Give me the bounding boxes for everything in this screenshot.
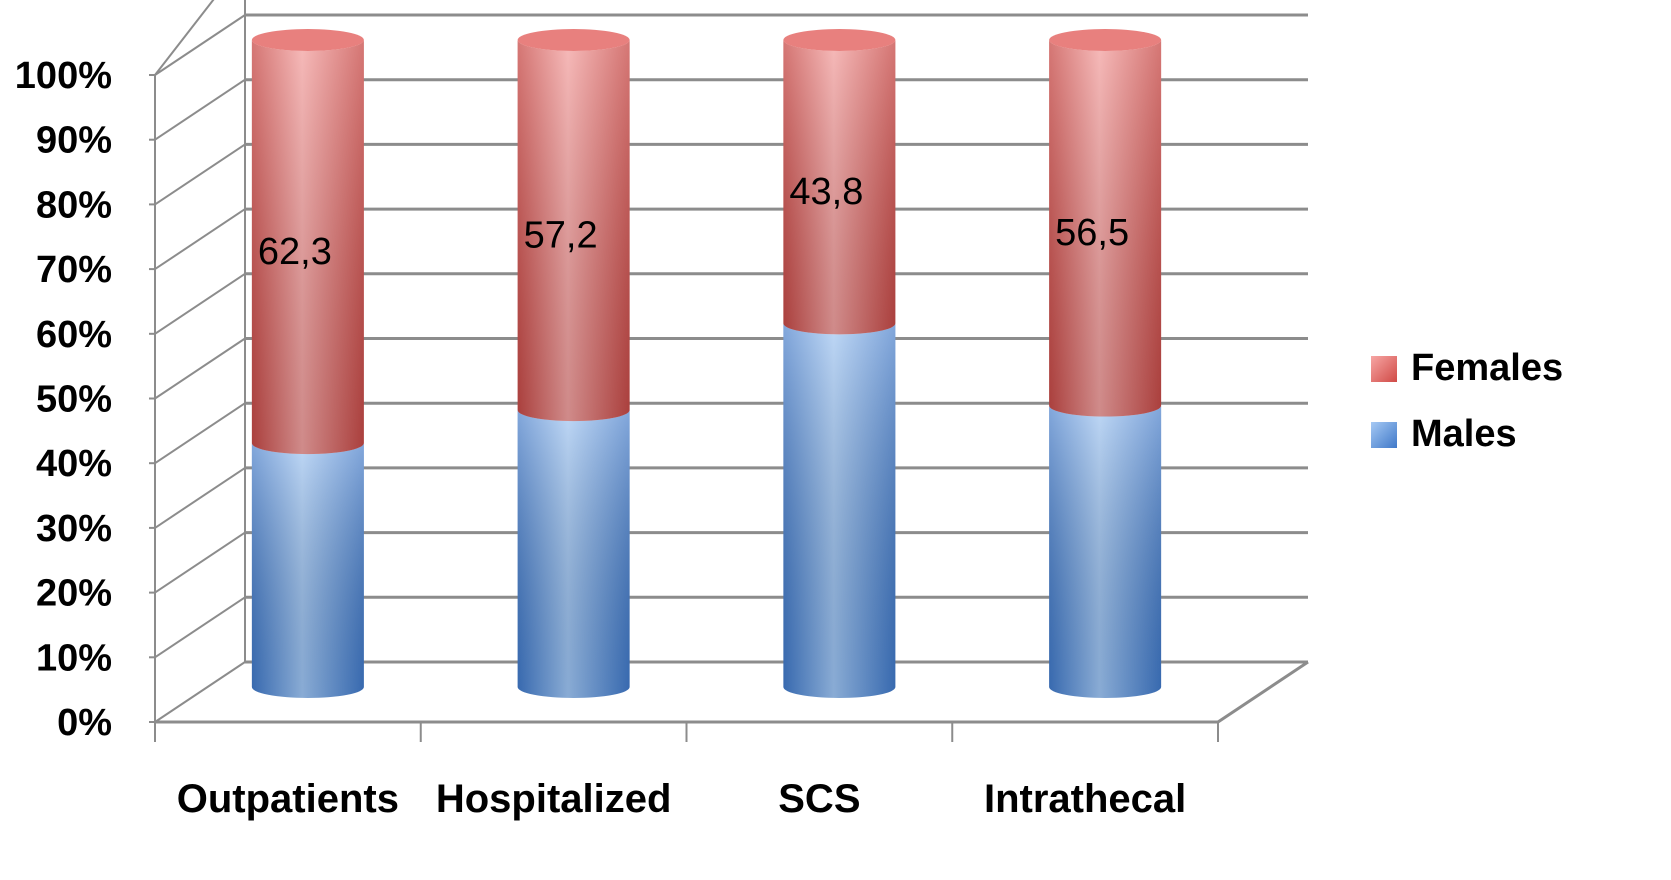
bar-males-shade <box>517 410 630 698</box>
data-label: 62,3 <box>258 231 332 273</box>
axes <box>149 0 1309 742</box>
legend: Females Males <box>1371 347 1563 455</box>
bar-females-shade <box>251 40 364 455</box>
y-tick-label: 20% <box>36 573 112 615</box>
y-tick-label: 10% <box>36 637 112 679</box>
x-category-label: Outpatients <box>177 777 399 821</box>
bar-group <box>1049 29 1162 698</box>
bar-males-shade <box>1049 405 1162 698</box>
legend-label: Females <box>1411 347 1563 389</box>
data-label: 43,8 <box>789 171 863 213</box>
bar-top-cap <box>251 29 364 51</box>
floor-right-edge <box>1217 660 1309 724</box>
bar-group <box>783 29 896 698</box>
bar-group <box>517 29 630 698</box>
x-axis-categories: Outpatients Hospitalized SCS Intrathecal <box>177 777 1187 821</box>
y-tick-label: 40% <box>36 443 112 485</box>
x-category-label: Intrathecal <box>984 777 1186 821</box>
bar-females-shade <box>783 40 896 335</box>
bar-top-cap <box>783 29 896 51</box>
side-gridline <box>154 208 246 270</box>
bars <box>251 29 1162 698</box>
y-tick-label: 0% <box>57 702 112 744</box>
data-label: 57,2 <box>524 214 598 256</box>
y-tick-label: 50% <box>36 379 112 421</box>
y-tick-label: 70% <box>36 249 112 291</box>
side-gridline <box>154 78 246 141</box>
x-category-label: Hospitalized <box>436 777 672 821</box>
side-gridline <box>154 143 246 206</box>
legend-swatch <box>1371 356 1397 382</box>
y-tick-label: 80% <box>36 184 112 226</box>
side-gridline <box>154 467 246 529</box>
bar-females-shade <box>517 40 630 422</box>
x-category-label: SCS <box>778 777 860 821</box>
side-top-edge <box>154 0 215 76</box>
bar-males-shade <box>251 443 364 698</box>
bar-males-shade <box>783 323 896 698</box>
data-labels: 62,3 57,2 43,8 56,5 <box>258 171 1129 273</box>
bar-top-cap <box>1049 29 1162 51</box>
y-tick-label: 90% <box>36 120 112 162</box>
legend-swatch <box>1371 422 1397 448</box>
data-label: 56,5 <box>1055 212 1129 254</box>
side-gridline <box>154 14 246 76</box>
side-gridline <box>154 531 246 594</box>
y-axis-ticks: 0% 10% 20% 30% 40% 50% 60% 70% 80% 90% 100% <box>15 55 112 744</box>
y-tick-label: 60% <box>36 314 112 356</box>
side-gridline <box>154 337 246 400</box>
side-gridline <box>154 272 246 335</box>
legend-label: Males <box>1411 413 1517 455</box>
bar-group <box>251 29 364 698</box>
side-gridline <box>154 402 246 465</box>
y-tick-label: 100% <box>15 55 112 97</box>
y-tick-label: 30% <box>36 508 112 550</box>
side-gridline <box>154 661 246 723</box>
bar-top-cap <box>517 29 630 51</box>
bar-females-shade <box>1049 40 1162 417</box>
side-gridline <box>154 596 246 659</box>
